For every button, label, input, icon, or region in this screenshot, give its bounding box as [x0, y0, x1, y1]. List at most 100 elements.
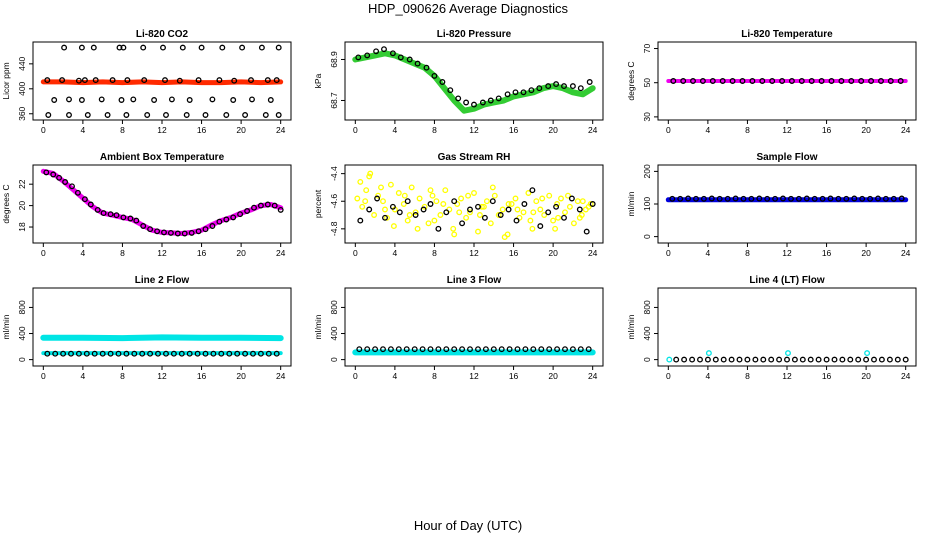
y-tick-label: 200: [642, 164, 652, 178]
series-points-point: [234, 350, 241, 357]
series-points-point: [728, 356, 735, 363]
series-points-point: [455, 95, 462, 102]
series-points-point: [847, 356, 854, 363]
series-cloud-point: [552, 225, 559, 232]
series-points-point: [209, 223, 216, 229]
series-points-point: [680, 78, 687, 84]
series-bottom-point: [183, 112, 190, 118]
y-tick-label: 800: [329, 300, 339, 314]
series-points-point: [689, 356, 696, 363]
plot-area: [40, 168, 284, 237]
x-tick-label: 8: [120, 125, 125, 135]
x-tick-label: 16: [822, 248, 832, 258]
series-points-point: [131, 350, 138, 357]
series-cloud-point: [489, 184, 496, 191]
series-points-point: [554, 346, 561, 353]
series-points-point: [818, 78, 825, 84]
series-points-point: [764, 195, 771, 202]
series-cloud-point: [570, 220, 577, 227]
series-points-point: [798, 78, 805, 84]
series-points-point: [366, 206, 373, 213]
series-bottom-point: [66, 112, 72, 118]
series-points-point: [670, 78, 677, 84]
series-line-line: [40, 79, 284, 86]
series-points-point: [226, 350, 233, 357]
series-points-point: [380, 346, 386, 353]
series-points-point: [265, 350, 272, 357]
x-tick-label: 8: [745, 371, 750, 381]
series-points-point: [562, 346, 568, 353]
series-points-point: [43, 169, 50, 176]
series-points-point: [364, 346, 371, 353]
series-mid-point: [44, 77, 51, 84]
series-cloud-point: [499, 206, 506, 213]
series-cloud-point: [546, 192, 553, 199]
series-points-point: [50, 171, 57, 178]
series-points-point: [712, 356, 719, 363]
series-points-point: [489, 198, 496, 205]
series-spikes-point: [785, 350, 791, 357]
series-points-point: [372, 346, 379, 353]
x-tick-label: 16: [197, 248, 207, 258]
series-cloud-point: [501, 234, 508, 241]
series-cloud-point: [512, 195, 519, 202]
series-upper-point: [179, 44, 186, 51]
chart-title: Sample Flow: [756, 152, 817, 163]
x-tick-label: 4: [706, 125, 711, 135]
series-points-point: [120, 214, 127, 221]
series-cloud-point: [408, 184, 415, 191]
series-points-point: [107, 350, 114, 357]
series-points-point: [504, 91, 511, 98]
x-tick-label: 8: [120, 371, 125, 381]
series-points-point: [709, 78, 716, 84]
y-axis-label: ml/min: [626, 191, 636, 216]
series-points-point: [115, 350, 122, 357]
series-points-point: [406, 56, 413, 63]
y-tick-label: 30: [642, 112, 652, 122]
series-low-point: [98, 96, 105, 103]
series-mid-point: [75, 77, 82, 84]
series-points-point: [752, 356, 759, 363]
x-tick-label: 12: [782, 125, 792, 135]
series-points-point: [170, 350, 177, 357]
series-points-point: [720, 356, 727, 363]
series-low-point: [130, 96, 137, 103]
series-cloud-point: [421, 203, 428, 210]
chart-title: Ambient Box Temperature: [100, 152, 225, 163]
series-cloud-point: [487, 220, 494, 227]
series-points-point: [223, 216, 230, 223]
series-cloud-point: [451, 231, 458, 238]
series-cloud-point: [354, 195, 361, 202]
x-tick-label: 8: [745, 125, 750, 135]
series-cloud-point: [425, 220, 432, 227]
series-points-point: [404, 198, 411, 205]
series-cloud-point: [463, 214, 470, 221]
series-bottom-point: [202, 112, 209, 118]
series-points-point: [887, 78, 894, 84]
series-points-point: [356, 346, 363, 353]
series-cloud-point: [401, 192, 408, 199]
series-cloud-point: [539, 195, 546, 202]
y-tick-label: 68.9: [329, 51, 339, 68]
series-bottom-point: [275, 112, 282, 118]
series-points-point: [147, 226, 154, 233]
series-points-point: [513, 217, 520, 224]
series-points-point: [819, 195, 826, 202]
x-tick-label: 12: [157, 371, 167, 381]
y-tick-label: 0: [642, 357, 652, 362]
series-cloud-point: [533, 198, 540, 205]
plot-frame: [657, 287, 917, 367]
series-points-point: [522, 346, 529, 353]
series-points-point: [868, 78, 875, 84]
series-upper-point: [90, 44, 97, 51]
series-points-point: [479, 99, 486, 106]
x-tick-label: 20: [236, 371, 246, 381]
series-points-point: [875, 195, 881, 202]
series-cloud-point: [579, 198, 586, 205]
series-mid-point: [92, 77, 99, 84]
series-points-point: [389, 203, 396, 210]
series-points-point: [237, 211, 244, 218]
series-points-point: [807, 356, 814, 363]
chart-title: Li-820 Pressure: [437, 29, 512, 40]
series-points-point: [780, 195, 786, 202]
